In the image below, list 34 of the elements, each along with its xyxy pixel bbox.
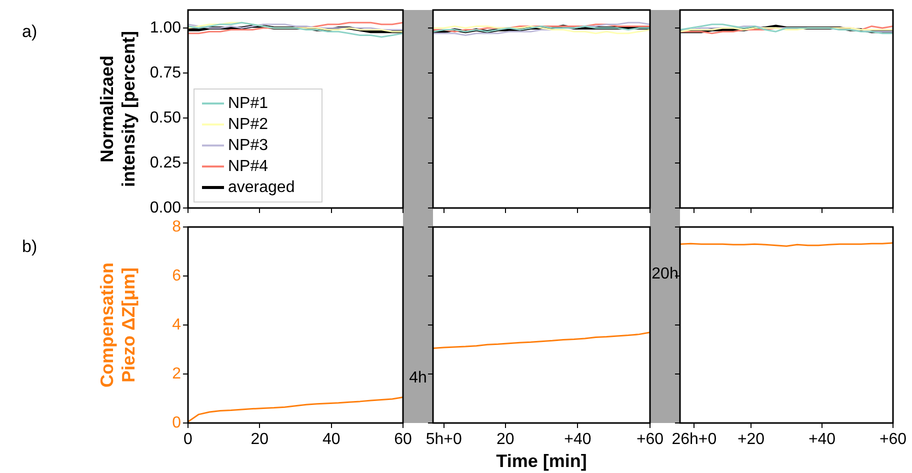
x-tick-label: 20 (250, 431, 269, 448)
x-tick-label: 20 (496, 431, 514, 448)
legend-label: NP#2 (228, 116, 268, 133)
y-tick-label: 1.00 (150, 19, 182, 36)
x-tick-label: 0 (184, 431, 193, 448)
y-axis-title: Compensation Piezo ΔZ[μm] (96, 262, 138, 388)
x-tick-label: 26h+0 (672, 431, 717, 448)
x-tick-label: 60 (394, 431, 412, 448)
x-tick-label: +60 (636, 431, 664, 448)
y-tick-label: 0.75 (150, 64, 182, 82)
legend-label: NP#1 (228, 94, 268, 112)
text: a) (22, 22, 38, 42)
y-tick-label: 8 (172, 218, 182, 236)
legend-label: NP#3 (228, 136, 268, 154)
x-tick-label: +20 (737, 431, 765, 448)
x-tick-label: +60 (879, 431, 907, 448)
y-tick-label: 0.25 (150, 154, 182, 172)
x-axis-title: Time [min] (496, 451, 587, 472)
x-tick-label: 5h+0 (426, 431, 462, 448)
y-tick-label: 0.00 (150, 199, 182, 216)
y-tick-label: 4 (172, 316, 182, 334)
legend-label: NP#4 (228, 158, 268, 175)
text: b) (22, 237, 38, 257)
y-tick-label: 2 (172, 365, 182, 382)
text: 4h (409, 370, 427, 387)
y-tick-label: 6 (172, 267, 182, 284)
x-tick-label: +40 (808, 431, 836, 448)
text: 20h (652, 266, 678, 283)
y-axis-title: Normalizaed intensity [percent] (96, 30, 138, 188)
y-tick-label: 0.50 (150, 109, 182, 126)
y-tick-label: 0 (172, 414, 182, 432)
x-tick-label: +40 (564, 431, 592, 448)
legend-label: averaged (228, 178, 295, 196)
x-tick-label: 40 (322, 431, 340, 448)
